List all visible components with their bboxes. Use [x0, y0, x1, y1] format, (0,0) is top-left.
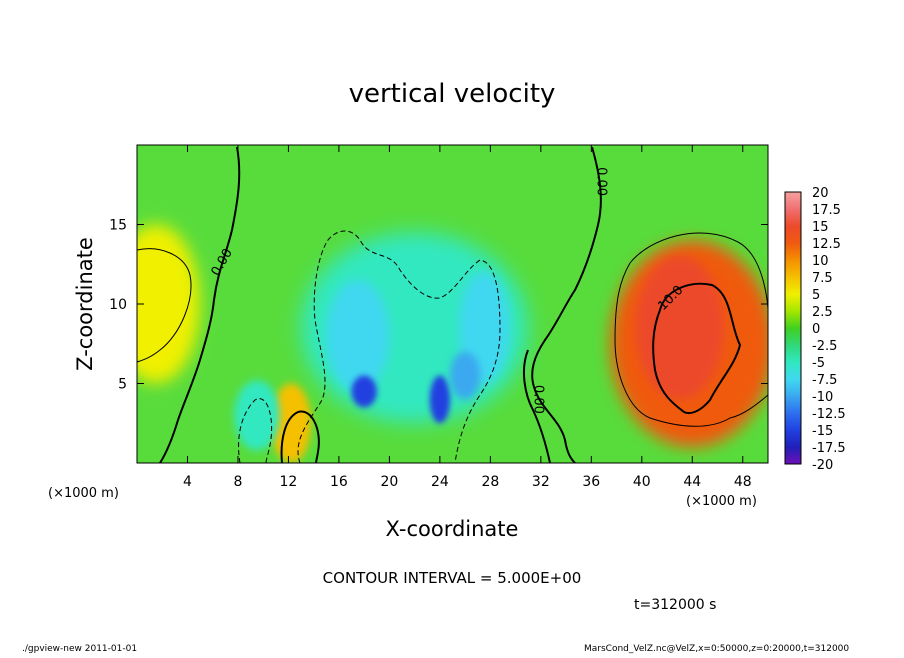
- colorbar-label: -12.5: [812, 407, 846, 422]
- colorbar-swatch: [785, 192, 801, 210]
- x-tick-label: 40: [633, 474, 651, 490]
- y-axis-label: Z-coordinate: [73, 237, 97, 371]
- x-tick-label: 44: [683, 474, 701, 490]
- contour-lines: [137, 146, 768, 463]
- footer-right: MarsCond_VelZ.nc@VelZ,x=0:50000,z=0:2000…: [584, 644, 849, 654]
- colorbar: 20 17.5 15 12.5 10 7.5 5 2.5 0 -2.5 -5 -7.5 -10 -12.5…: [784, 186, 846, 473]
- contour-zero-mid: [522, 349, 551, 463]
- colorbar-label: 10: [812, 254, 829, 269]
- x-unit-label-right: (×1000 m): [686, 494, 757, 509]
- colorbar-label: -2.5: [812, 339, 837, 354]
- colorbar-swatch: [785, 413, 801, 431]
- field-blob: [449, 351, 481, 400]
- colorbar-swatch: [785, 294, 801, 312]
- velocity-field: [137, 224, 768, 463]
- x-tick-label: 24: [431, 474, 449, 490]
- colorbar-swatch: [785, 362, 801, 380]
- colorbar-label: 12.5: [812, 237, 841, 252]
- x-tick-label: 48: [734, 474, 752, 490]
- colorbar-label: -20: [812, 458, 833, 473]
- colorbar-label: 7.5: [812, 271, 833, 286]
- field-blob: [270, 383, 312, 463]
- time-text: t=312000 s: [634, 597, 716, 613]
- contour-negative: [297, 230, 501, 463]
- colorbar-label: 0: [812, 322, 820, 337]
- colorbar-label: -5: [812, 356, 825, 371]
- colorbar-swatch: [785, 447, 801, 465]
- field-blob: [326, 280, 390, 392]
- contour-label: 0.00: [531, 385, 546, 414]
- x-unit-label: (×1000 m): [48, 486, 119, 501]
- colorbar-label: 20: [812, 186, 829, 201]
- plot-area: [137, 145, 768, 463]
- colorbar-label: 5: [812, 288, 820, 303]
- y-tick-label: 5: [118, 377, 127, 393]
- colorbar-swatch: [785, 345, 801, 363]
- colorbar-label: -15: [812, 424, 833, 439]
- contour-five-left: [137, 248, 192, 363]
- x-tick-label: 4: [183, 474, 192, 490]
- colorbar-swatch: [785, 277, 801, 295]
- colorbar-swatch: [785, 260, 801, 278]
- footer-left: ./gpview-new 2011-01-01: [22, 644, 137, 654]
- colorbar-swatch: [785, 430, 801, 448]
- field-blob: [351, 375, 377, 408]
- x-tick-label: 32: [532, 474, 550, 490]
- colorbar-swatch: [785, 226, 801, 244]
- y-tick-label: 10: [109, 297, 127, 313]
- contour-label: 0.00: [594, 167, 609, 196]
- colorbar-swatch: [785, 328, 801, 346]
- x-tick-label: 36: [582, 474, 600, 490]
- x-tick-label: 16: [330, 474, 348, 490]
- colorbar-label: 17.5: [812, 203, 841, 218]
- contour-positive-blob: [280, 410, 320, 463]
- field-blob: [234, 380, 280, 451]
- colorbar-swatch: [785, 396, 801, 414]
- x-tick-label: 8: [233, 474, 242, 490]
- colorbar-label: 2.5: [812, 305, 833, 320]
- colorbar-label: 15: [812, 220, 829, 235]
- contour-interval-text: CONTOUR INTERVAL = 5.000E+00: [323, 569, 582, 587]
- field-blob: [429, 375, 450, 424]
- colorbar-swatch: [785, 243, 801, 261]
- field-blob: [635, 256, 724, 400]
- x-tick-label: 28: [481, 474, 499, 490]
- x-tick-label: 20: [380, 474, 398, 490]
- chart-title: vertical velocity: [349, 79, 556, 109]
- colorbar-label: -7.5: [812, 373, 837, 388]
- y-tick-label: 15: [109, 218, 127, 234]
- contour-zero-left: [159, 146, 241, 463]
- contour-negative-small: [238, 398, 273, 463]
- contour-ten: [652, 282, 742, 415]
- colorbar-label: -17.5: [812, 441, 846, 456]
- colorbar-frame: [784, 191, 802, 465]
- colorbar-swatch: [785, 209, 801, 227]
- colorbar-swatch: [785, 379, 801, 397]
- colorbar-label: -10: [812, 390, 833, 405]
- x-axis-label: X-coordinate: [386, 517, 519, 541]
- colorbar-swatch: [785, 311, 801, 329]
- x-tick-label: 12: [280, 474, 298, 490]
- contour-zero-right: [531, 146, 602, 463]
